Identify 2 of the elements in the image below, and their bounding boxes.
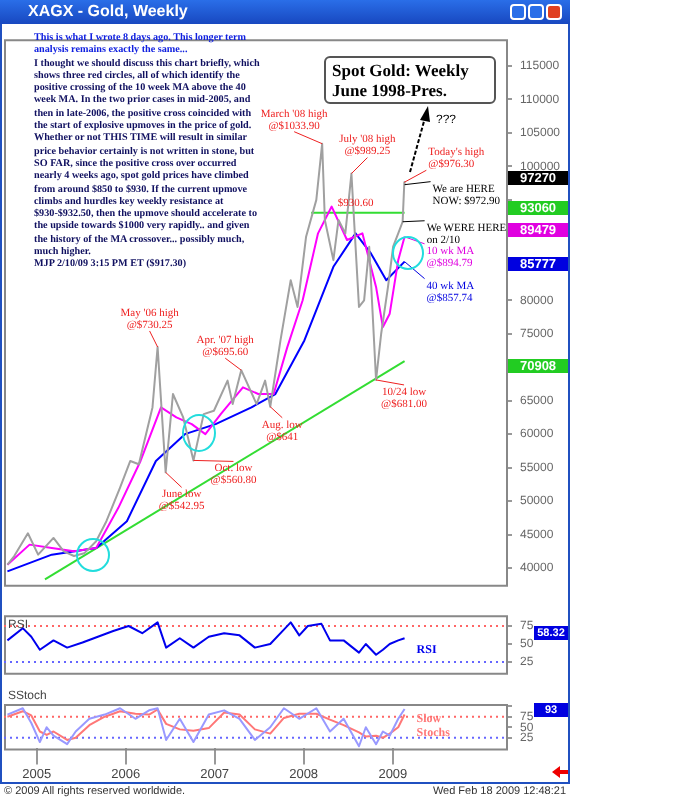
text: Spot Gold: Weekly June 1998-Pres.	[324, 56, 496, 104]
chart-title: XAGX - Gold, Weekly	[0, 0, 570, 24]
